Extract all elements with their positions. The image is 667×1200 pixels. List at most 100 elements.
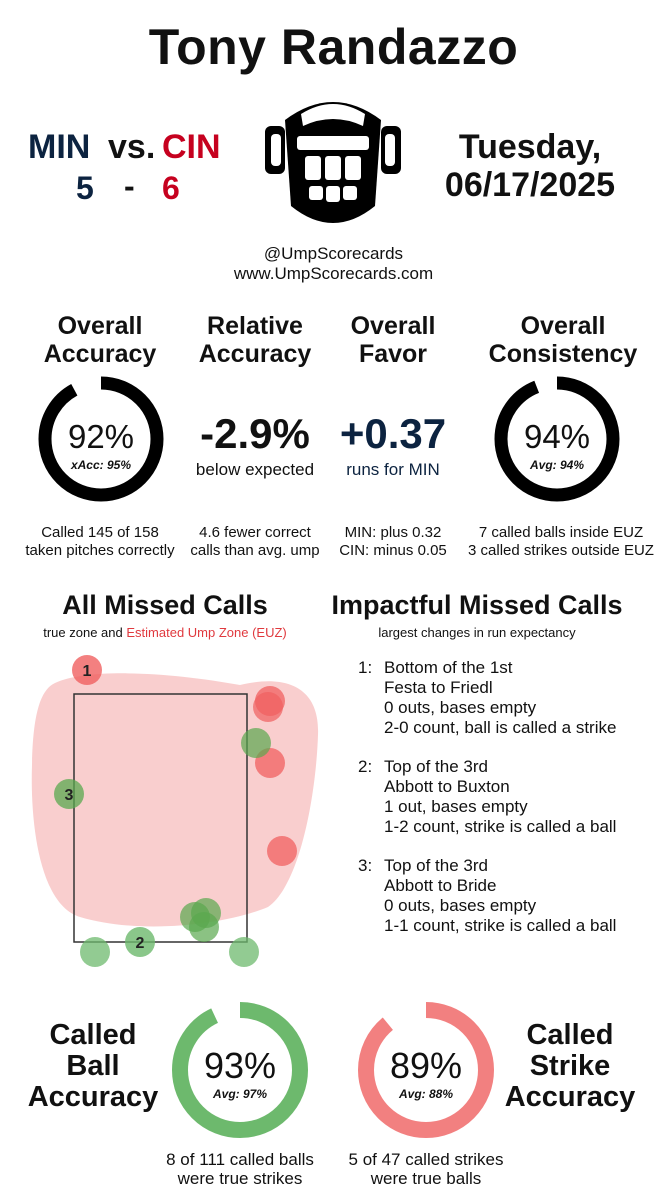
- relative-accuracy-sub: below expected: [195, 460, 315, 479]
- called-strike-avg: Avg: 88%: [398, 1087, 454, 1101]
- game-date: Tuesday, 06/17/2025: [410, 128, 650, 204]
- overall-consistency-value: 94%: [523, 418, 591, 455]
- called-strike-ring: [358, 1002, 494, 1138]
- note-line: taken pitches correctly: [25, 542, 175, 559]
- heading-line: Accuracy: [43, 340, 157, 368]
- heading-line: Accuracy: [27, 1081, 159, 1113]
- overall-consistency-note: 7 called balls inside EUZ 3 called strik…: [455, 524, 667, 560]
- missed-ball-dot: [253, 692, 283, 722]
- impactful-situation: 1 out, bases empty: [384, 797, 528, 816]
- impactful-label-2: 2: [136, 935, 145, 952]
- impactful-inning: Top of the 3rd: [384, 856, 488, 875]
- impactful-call: 2-0 count, ball is called a strike: [384, 718, 617, 737]
- impactful-inning: Top of the 3rd: [384, 757, 488, 776]
- called-ball-ring: [172, 1002, 308, 1138]
- overall-consistency-heading: Overall Consistency: [468, 312, 658, 368]
- impactful-situation: 0 outs, bases empty: [384, 698, 537, 717]
- overall-accuracy-note: Called 145 of 158 taken pitches correctl…: [10, 524, 190, 560]
- impactful-call-dot-1: [72, 655, 102, 685]
- game-day: Tuesday,: [458, 128, 602, 166]
- heading-line: Overall: [57, 312, 143, 340]
- impactful-num: 2:: [358, 757, 373, 776]
- impactful-num: 1:: [358, 658, 373, 677]
- note-line: Called 145 of 158: [41, 524, 159, 541]
- called-ball-note: 8 of 111 called balls were true strikes: [140, 1150, 340, 1188]
- heading-line: Accuracy: [504, 1081, 636, 1113]
- relative-accuracy-note: 4.6 fewer correct calls than avg. ump: [175, 524, 335, 560]
- impactful-caption: largest changes in run expectancy: [378, 625, 576, 640]
- score-dash: -: [124, 168, 135, 204]
- caption-euz: Estimated Ump Zone (EUZ): [126, 625, 287, 640]
- called-ball-heading: Called Ball Accuracy: [18, 1020, 168, 1113]
- impactful-num: 3:: [358, 856, 373, 875]
- impactful-item: 3: Top of the 3rd Abbott to Bride 0 outs…: [358, 856, 658, 955]
- impactful-call-dot-3: [54, 779, 84, 809]
- all-missed-calls-heading: All Missed Calls: [62, 590, 268, 620]
- heading-line: Favor: [358, 340, 428, 368]
- impactful-missed-calls-heading: Impactful Missed Calls: [331, 590, 623, 620]
- twitter-handle: @UmpScorecards: [263, 244, 404, 263]
- impactful-call: 1-2 count, strike is called a ball: [384, 817, 617, 836]
- missed-strike-dot: [191, 898, 221, 928]
- heading-line: Called: [526, 1019, 614, 1051]
- vs-label: vs.: [108, 128, 156, 166]
- missed-ball-dot: [267, 836, 297, 866]
- impactful-situation: 0 outs, bases empty: [384, 896, 537, 915]
- overall-accuracy-heading: Overall Accuracy: [10, 312, 190, 368]
- missed-call-dots: [54, 655, 297, 967]
- impactful-item: 1: Bottom of the 1st Festa to Friedl 0 o…: [358, 658, 658, 757]
- heading-line: Called: [49, 1019, 137, 1051]
- true-strike-zone: [73, 693, 248, 943]
- heading-line: Strike: [529, 1050, 611, 1082]
- impactful-matchup: Festa to Friedl: [384, 678, 493, 697]
- called-strike-heading: Called Strike Accuracy: [495, 1020, 645, 1113]
- xacc-label: xAcc: 95%: [70, 458, 132, 472]
- heading-line: Consistency: [488, 340, 638, 368]
- note-line: CIN: minus 0.05: [339, 542, 447, 559]
- missed-strike-dot: [229, 937, 259, 967]
- consistency-avg-label: Avg: 94%: [529, 458, 585, 472]
- note-line: 5 of 47 called strikes: [348, 1150, 504, 1169]
- overall-consistency-ring: [494, 376, 620, 502]
- game-date-value: 06/17/2025: [444, 166, 616, 204]
- missed-calls-caption: true zone and Estimated Ump Zone (EUZ): [10, 625, 320, 640]
- impactful-label-1: 1: [83, 663, 92, 680]
- called-strike-value: 89%: [389, 1045, 463, 1086]
- note-line: calls than avg. ump: [190, 542, 320, 559]
- overall-accuracy-ring: [38, 376, 164, 502]
- note-line: were true strikes: [177, 1169, 303, 1188]
- impactful-call-dot-2: [125, 927, 155, 957]
- overall-favor-note: MIN: plus 0.32 CIN: minus 0.05: [318, 524, 468, 560]
- zone-plot: 1 2 3: [31, 655, 319, 967]
- heading-line: Relative: [207, 312, 303, 340]
- note-line: were true balls: [370, 1169, 482, 1188]
- impactful-matchup: Abbott to Buxton: [384, 777, 510, 796]
- relative-accuracy-value: -2.9%: [200, 410, 310, 457]
- missed-strike-dot: [80, 937, 110, 967]
- home-team: CIN: [162, 128, 221, 166]
- heading-line: Overall: [350, 312, 436, 340]
- note-line: MIN: plus 0.32: [344, 524, 442, 541]
- heading-line: Accuracy: [198, 340, 312, 368]
- impactful-matchup: Abbott to Bride: [384, 876, 497, 895]
- website-url: www.UmpScorecards.com: [233, 264, 434, 283]
- page-title: Tony Randazzo: [148, 19, 519, 75]
- overall-favor-heading: Overall Favor: [318, 312, 468, 368]
- away-score: 5: [76, 170, 94, 206]
- note-line: 4.6 fewer correct: [199, 524, 311, 541]
- home-score: 6: [162, 170, 180, 206]
- away-team: MIN: [28, 128, 91, 166]
- overall-accuracy-value: 92%: [67, 418, 135, 455]
- overall-favor-value: +0.37: [339, 410, 447, 457]
- impactful-item: 2: Top of the 3rd Abbott to Buxton 1 out…: [358, 757, 658, 856]
- note-line: 7 called balls inside EUZ: [478, 524, 644, 541]
- caption-true-zone: true zone and: [43, 625, 123, 640]
- called-strike-note: 5 of 47 called strikes were true balls: [326, 1150, 526, 1188]
- called-ball-value: 93%: [203, 1045, 277, 1086]
- called-ball-avg: Avg: 97%: [212, 1087, 268, 1101]
- heading-line: Ball: [66, 1050, 120, 1082]
- impactful-list: 1: Bottom of the 1st Festa to Friedl 0 o…: [358, 658, 658, 955]
- relative-accuracy-heading: Relative Accuracy: [175, 312, 335, 368]
- missed-strike-dot: [241, 728, 271, 758]
- impactful-label-3: 3: [65, 787, 74, 804]
